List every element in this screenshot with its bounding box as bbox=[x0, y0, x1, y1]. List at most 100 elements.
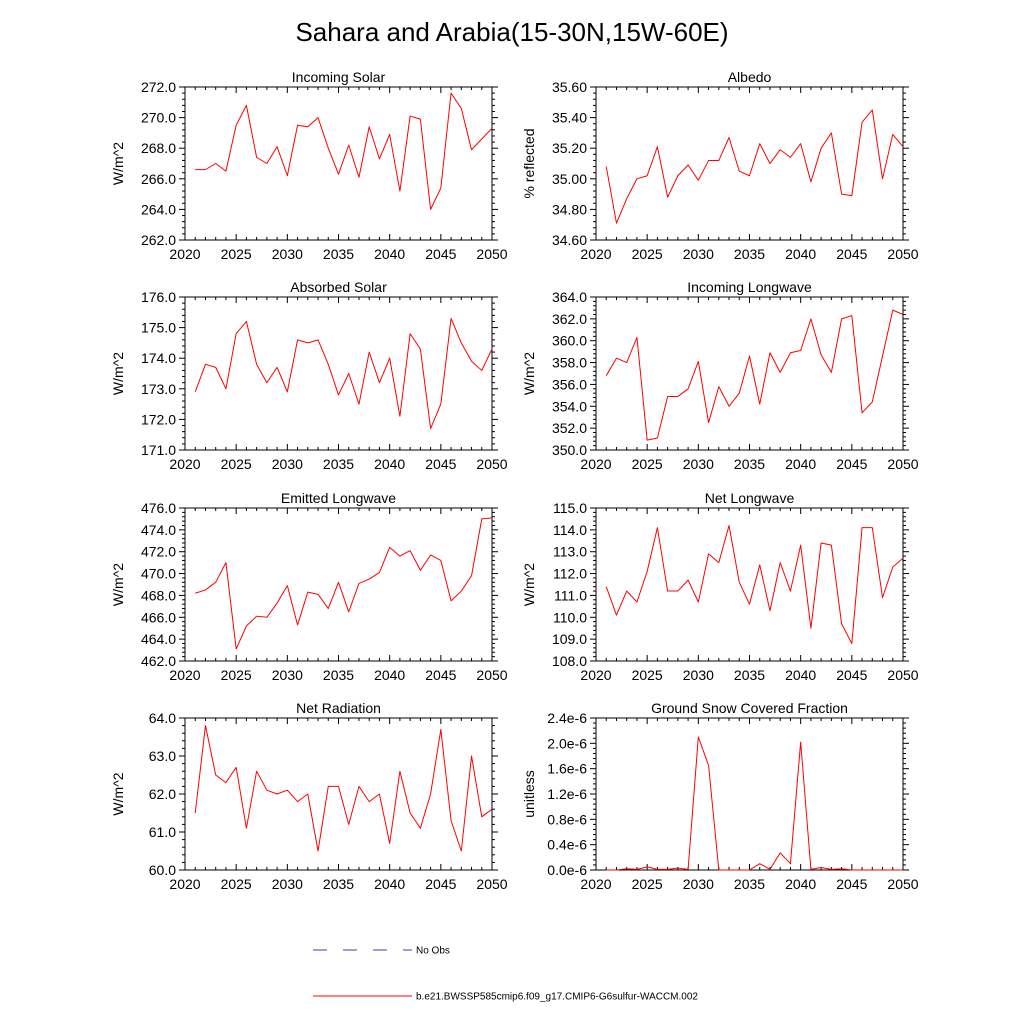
x-tick-label: 2020 bbox=[169, 876, 200, 892]
x-tick-label: 2035 bbox=[734, 246, 765, 262]
series-line-1 bbox=[606, 736, 903, 871]
y-tick-label: 34.60 bbox=[552, 232, 587, 248]
y-axis-label: W/m^2 bbox=[521, 563, 537, 606]
y-tick-label: 470.0 bbox=[141, 566, 176, 582]
y-axis-label: unitless bbox=[521, 770, 537, 817]
y-tick-label: 354.0 bbox=[552, 398, 587, 414]
x-tick-label: 2040 bbox=[785, 876, 816, 892]
y-tick-label: 111.0 bbox=[554, 587, 587, 603]
y-tick-label: 272.0 bbox=[141, 79, 176, 95]
series-line-1 bbox=[194, 725, 493, 852]
y-tick-label: 0.4e-6 bbox=[547, 837, 587, 853]
y-tick-label: 174.0 bbox=[141, 350, 176, 366]
y-tick-label: 108.0 bbox=[552, 653, 587, 669]
plot-frame bbox=[595, 717, 904, 871]
panel-ground-snow-covered-fraction: Ground Snow Covered Fraction unitless 2020… bbox=[521, 700, 919, 892]
plot-frame bbox=[595, 296, 904, 451]
plot-frame bbox=[184, 717, 493, 871]
x-tick-label: 2045 bbox=[425, 456, 456, 472]
x-tick-label: 2020 bbox=[169, 456, 200, 472]
x-tick-label: 2030 bbox=[272, 246, 303, 262]
x-tick-label: 2050 bbox=[887, 456, 918, 472]
x-tick-label: 2025 bbox=[221, 456, 252, 472]
series-line-1 bbox=[195, 517, 493, 650]
y-tick-label: 172.0 bbox=[141, 411, 176, 427]
y-tick-label: 64.0 bbox=[149, 710, 176, 726]
x-tick-label: 2020 bbox=[580, 667, 611, 683]
panel-title: Ground Snow Covered Fraction bbox=[651, 700, 848, 716]
x-tick-label: 2045 bbox=[836, 876, 867, 892]
x-tick-label: 2030 bbox=[683, 456, 714, 472]
x-tick-label: 2030 bbox=[272, 876, 303, 892]
y-tick-label: 474.0 bbox=[141, 522, 176, 538]
x-tick-label: 2040 bbox=[374, 667, 405, 683]
x-tick-label: 2045 bbox=[425, 876, 456, 892]
x-tick-label: 2040 bbox=[374, 246, 405, 262]
x-tick-label: 2050 bbox=[887, 246, 918, 262]
y-tick-label: 464.0 bbox=[141, 631, 176, 647]
panel-title: Net Radiation bbox=[296, 700, 381, 716]
y-tick-label: 468.0 bbox=[141, 587, 176, 603]
x-tick-label: 2035 bbox=[323, 246, 354, 262]
panel-net-radiation: Net Radiation W/m^2 2020 2025 2030 2035 2040 20… bbox=[110, 700, 508, 892]
y-tick-label: 350.0 bbox=[552, 442, 587, 458]
x-tick-label: 2020 bbox=[169, 667, 200, 683]
x-tick-label: 2040 bbox=[374, 456, 405, 472]
x-tick-label: 2035 bbox=[734, 667, 765, 683]
y-tick-label: 113.0 bbox=[553, 544, 587, 560]
y-tick-label: 358.0 bbox=[552, 355, 587, 371]
y-tick-label: 171.0 bbox=[141, 442, 176, 458]
y-tick-label: 35.00 bbox=[552, 171, 587, 187]
panel-title: Net Longwave bbox=[705, 490, 795, 506]
y-tick-label: 2.4e-6 bbox=[547, 710, 587, 726]
x-tick-label: 2045 bbox=[425, 667, 456, 683]
y-axis-label: W/m^2 bbox=[521, 352, 537, 395]
x-tick-label: 2040 bbox=[785, 246, 816, 262]
y-tick-label: 35.40 bbox=[552, 110, 587, 126]
x-tick-label: 2050 bbox=[887, 876, 918, 892]
panel-title: Absorbed Solar bbox=[290, 279, 387, 295]
x-tick-label: 2025 bbox=[632, 667, 663, 683]
x-tick-label: 2025 bbox=[632, 456, 663, 472]
panel-absorbed-solar: Absorbed Solar W/m^2 2020 2025 2030 2035 2040 2… bbox=[110, 279, 508, 472]
x-tick-label: 2025 bbox=[632, 876, 663, 892]
y-tick-label: 268.0 bbox=[141, 140, 176, 156]
panel-albedo: Albedo % reflected 2020 2025 2030 2035 2040 204… bbox=[521, 69, 919, 262]
x-tick-label: 2030 bbox=[272, 456, 303, 472]
y-tick-label: 63.0 bbox=[149, 748, 176, 764]
series-line-1 bbox=[605, 309, 904, 441]
y-tick-label: 0.8e-6 bbox=[547, 811, 587, 827]
legend-label-no-obs: No Obs bbox=[416, 946, 450, 957]
series-line-1 bbox=[194, 317, 493, 430]
x-tick-label: 2040 bbox=[785, 456, 816, 472]
plot-frame bbox=[184, 507, 493, 662]
x-tick-label: 2020 bbox=[169, 246, 200, 262]
x-tick-label: 2050 bbox=[476, 667, 507, 683]
plot-frame bbox=[595, 86, 904, 241]
panel-title: Incoming Solar bbox=[292, 69, 386, 85]
y-tick-label: 35.20 bbox=[552, 140, 587, 156]
x-tick-label: 2040 bbox=[374, 876, 405, 892]
x-tick-label: 2035 bbox=[734, 456, 765, 472]
panel-incoming-longwave: Incoming Longwave W/m^2 2020 2025 2030 2035 20… bbox=[521, 279, 919, 472]
y-tick-label: 61.0 bbox=[149, 824, 176, 840]
x-tick-label: 2040 bbox=[785, 667, 816, 683]
y-axis-label: W/m^2 bbox=[110, 352, 126, 395]
legend-label-run: b.e21.BWSSP585cmip6.f09_g17.CMIP6-G6sulf… bbox=[416, 992, 698, 1003]
y-tick-label: 60.0 bbox=[149, 862, 176, 878]
y-tick-label: 270.0 bbox=[141, 110, 176, 126]
y-tick-label: 176.0 bbox=[141, 289, 176, 305]
x-tick-label: 2030 bbox=[272, 667, 303, 683]
y-tick-label: 62.0 bbox=[149, 786, 176, 802]
panel-title: Incoming Longwave bbox=[687, 279, 812, 295]
x-tick-label: 2035 bbox=[323, 456, 354, 472]
y-tick-label: 175.0 bbox=[141, 320, 176, 336]
series-line-1 bbox=[195, 92, 493, 210]
panel-title: Emitted Longwave bbox=[281, 490, 396, 506]
x-tick-label: 2020 bbox=[580, 876, 611, 892]
y-tick-label: 114.0 bbox=[553, 522, 587, 538]
x-tick-label: 2030 bbox=[683, 667, 714, 683]
x-tick-label: 2050 bbox=[887, 667, 918, 683]
y-axis-label: % reflected bbox=[521, 128, 537, 198]
